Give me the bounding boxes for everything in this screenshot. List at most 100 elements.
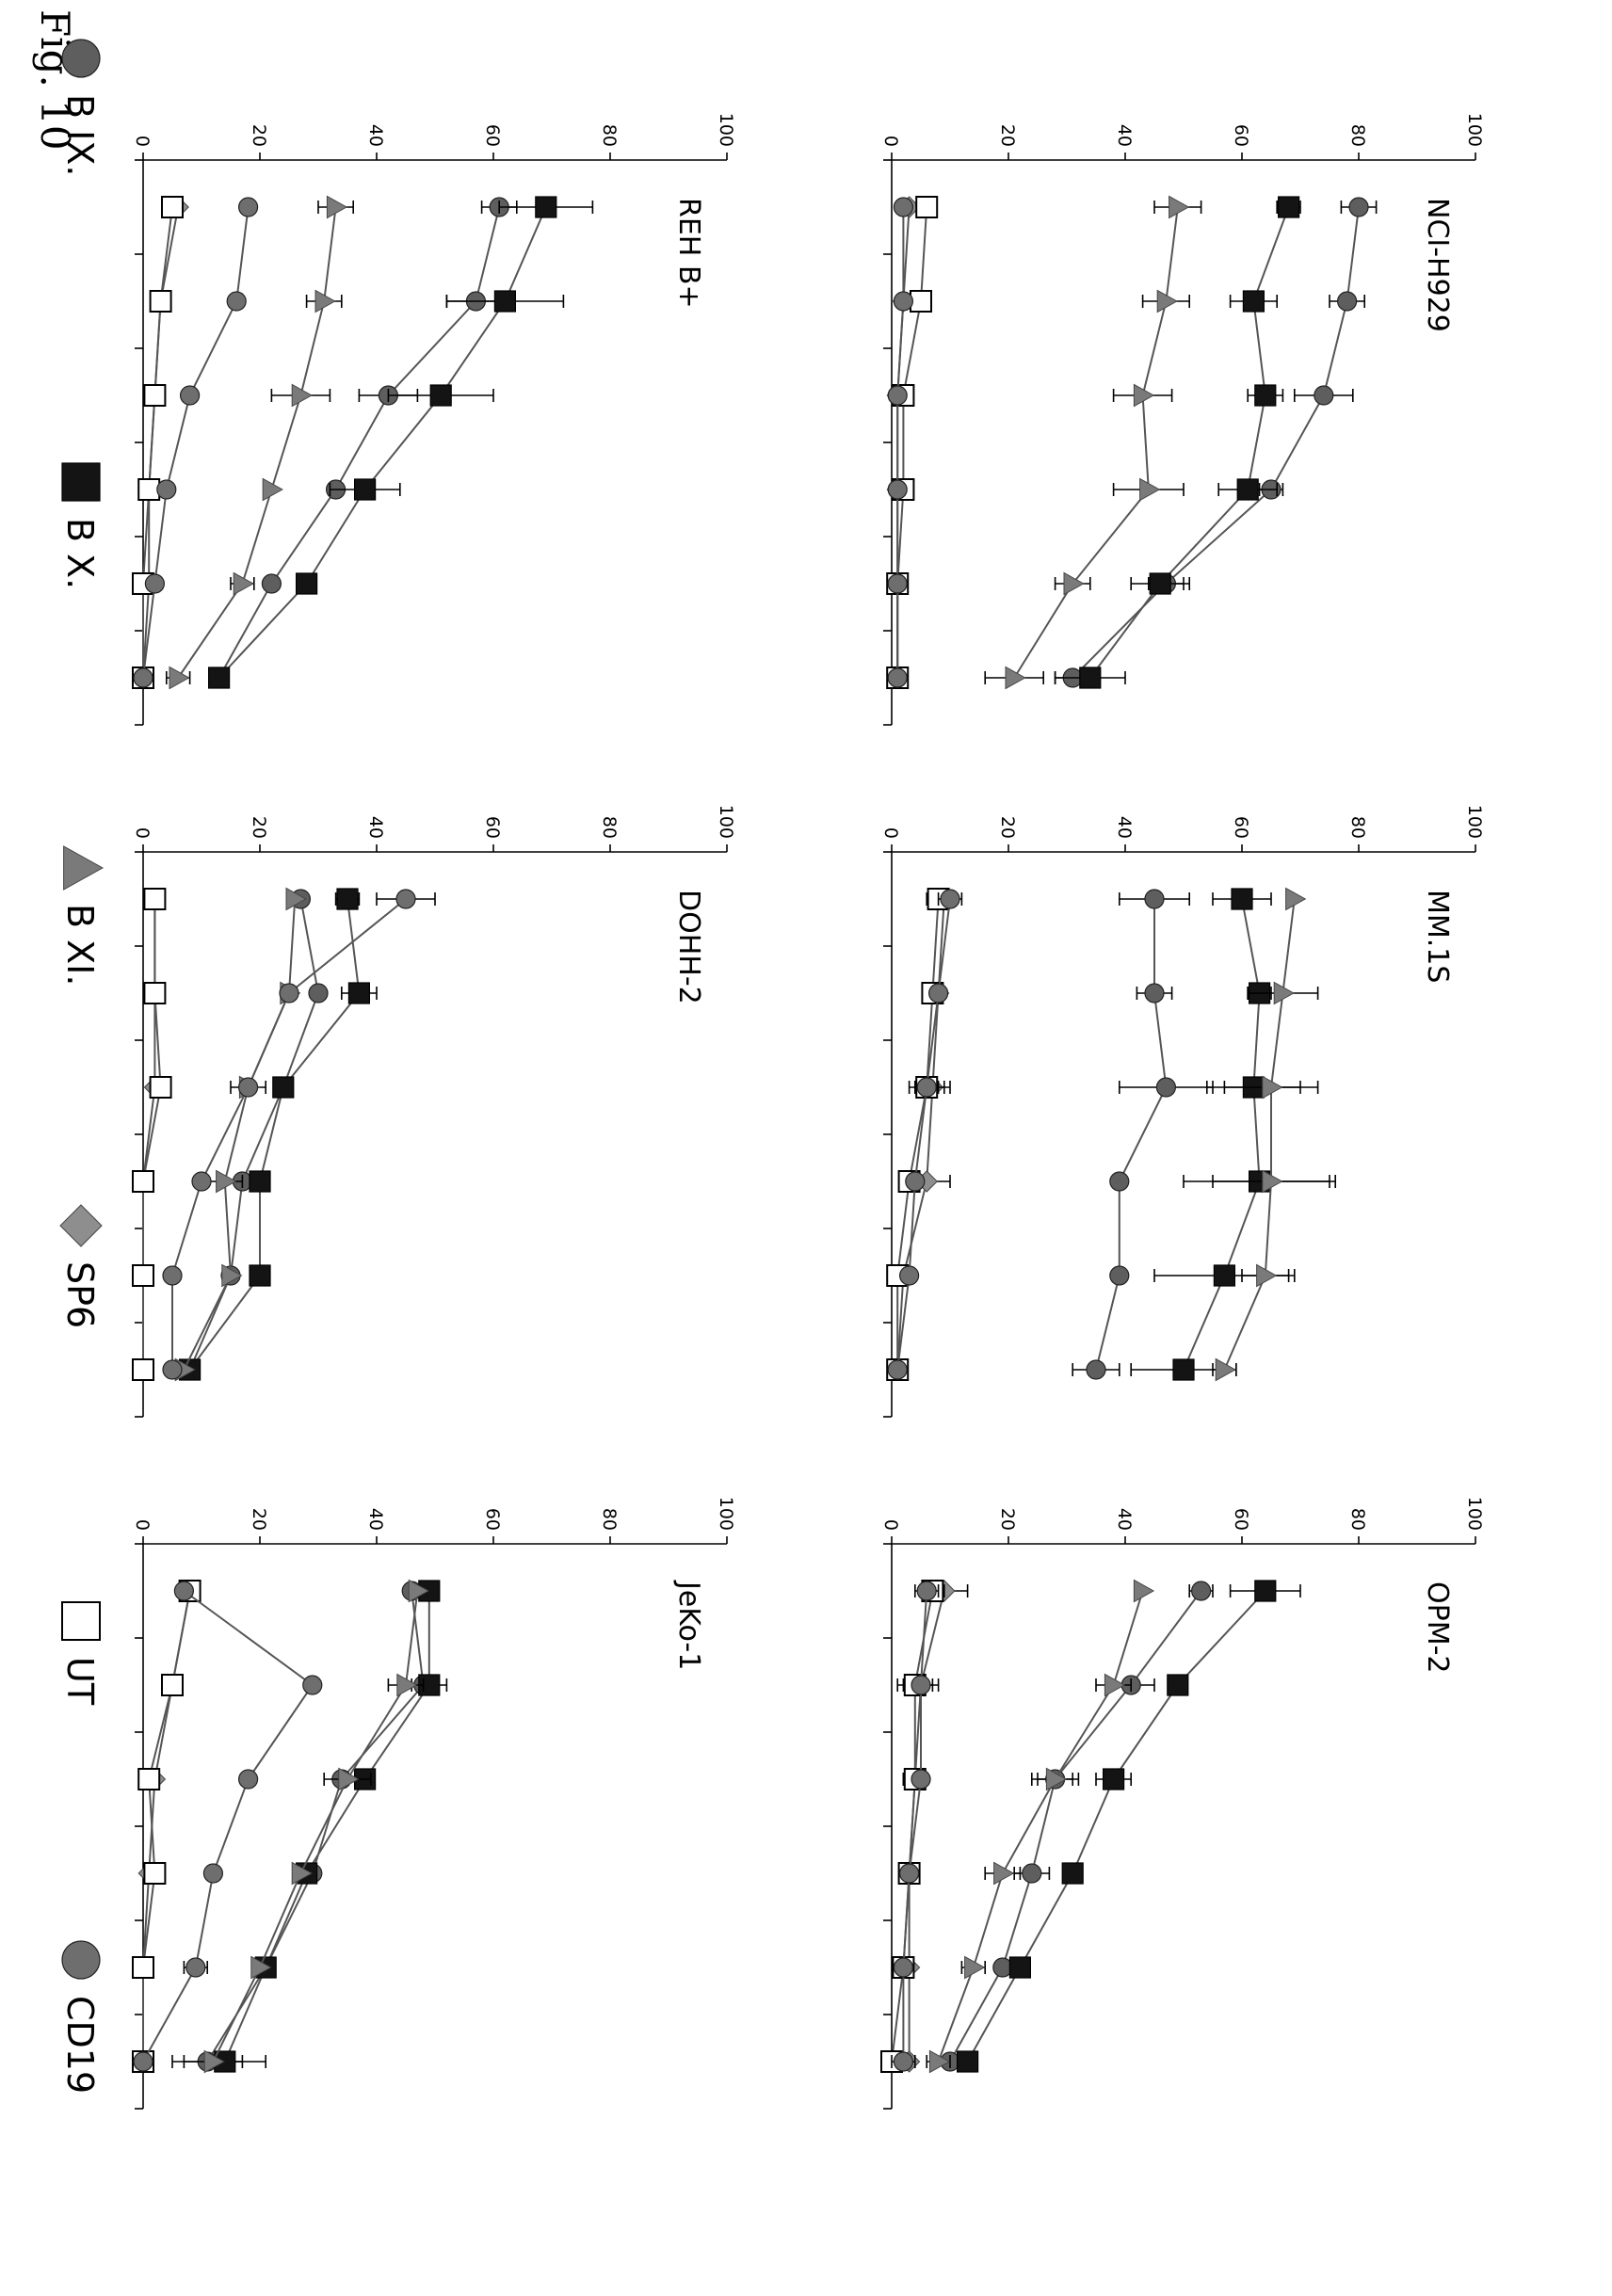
- data-point: [1262, 1169, 1283, 1194]
- y-tick-label: 100: [716, 1497, 736, 1531]
- data-point: [1022, 1863, 1042, 1884]
- series-b-ix: [1072, 889, 1214, 1380]
- series-cd19: [887, 197, 914, 688]
- y-tick-label: 20: [249, 124, 269, 147]
- series-b-x: [956, 1580, 1301, 2073]
- y-tick-label: 20: [249, 816, 269, 839]
- data-point: [137, 1768, 161, 1790]
- legend-label: UT: [59, 1657, 101, 1706]
- panel-title: NCI-H929: [1421, 198, 1454, 332]
- series-line: [949, 1590, 1202, 2063]
- legend-label: SP6: [59, 1261, 101, 1328]
- legend-item-b-xi: B XI.: [59, 845, 105, 986]
- series-b-xi: [166, 195, 354, 690]
- series-line: [142, 1590, 314, 2063]
- data-point: [905, 1171, 926, 1192]
- data-point: [1172, 1358, 1195, 1381]
- series-line: [902, 1590, 928, 2062]
- series-b-xi: [926, 1579, 1155, 2074]
- data-point: [308, 983, 329, 1003]
- series-b-xi: [203, 1579, 429, 2074]
- series-line: [1223, 898, 1296, 1371]
- data-point: [911, 1675, 931, 1695]
- panel-title: DOHH-2: [672, 890, 705, 1004]
- series-line: [188, 898, 320, 1371]
- data-point: [395, 889, 416, 909]
- data-point: [162, 1359, 183, 1380]
- data-point: [429, 384, 452, 407]
- data-point: [1133, 1579, 1155, 1603]
- chart-panel-reh-b: 0 20 40 60 80 100 REH B+: [132, 113, 736, 726]
- series-line: [1013, 206, 1179, 679]
- data-point: [1167, 1674, 1189, 1696]
- data-point: [898, 1863, 920, 1884]
- series-b-ix: [1054, 197, 1378, 688]
- legend-item-cd19: CD19: [59, 1940, 101, 2094]
- data-point: [133, 2051, 153, 2072]
- data-point: [1139, 477, 1161, 502]
- series-line: [223, 1591, 430, 2063]
- legend-marker-ut: [61, 1601, 101, 1641]
- y-tick-label: 80: [599, 124, 620, 147]
- data-point: [911, 1769, 931, 1790]
- data-point: [964, 1955, 986, 1980]
- data-point: [1191, 1581, 1212, 1601]
- data-point: [133, 667, 153, 688]
- data-point: [893, 197, 914, 217]
- data-point: [149, 1076, 172, 1099]
- series-line: [206, 1590, 425, 2063]
- y-tick-label: 0: [880, 1519, 901, 1531]
- data-point: [203, 2049, 225, 2074]
- series-b-x: [1130, 888, 1336, 1381]
- data-point: [956, 2050, 979, 2073]
- data-point: [1256, 1263, 1278, 1288]
- data-point: [237, 197, 259, 217]
- data-point: [893, 1957, 914, 1978]
- data-point: [1102, 1768, 1125, 1790]
- series-cd19: [133, 197, 259, 688]
- data-point: [993, 1861, 1015, 1886]
- series-line: [142, 1590, 191, 2062]
- data-point: [887, 385, 908, 406]
- y-tick-label: 0: [132, 1519, 153, 1531]
- data-point: [1231, 888, 1253, 910]
- data-point: [1061, 1862, 1084, 1885]
- series-line: [142, 899, 156, 1370]
- series-line: [1183, 898, 1261, 1371]
- data-point: [144, 573, 166, 594]
- series-line: [896, 898, 945, 1371]
- series-b-xi: [984, 195, 1202, 690]
- data-point: [233, 571, 254, 596]
- y-tick-label: 20: [997, 816, 1018, 839]
- y-tick-label: 0: [132, 136, 153, 147]
- data-point: [1045, 1767, 1068, 1791]
- data-point: [1337, 291, 1358, 312]
- series-b-x: [183, 1580, 448, 2073]
- data-point: [207, 666, 231, 689]
- series-cd19: [887, 889, 963, 1380]
- data-point: [1079, 666, 1102, 689]
- data-point: [1133, 383, 1155, 408]
- series-line: [183, 898, 297, 1371]
- data-point: [1254, 384, 1277, 407]
- series-line: [218, 206, 547, 679]
- y-tick-label: 40: [365, 1508, 386, 1531]
- data-point: [338, 1767, 360, 1791]
- figure-title: Fig. 10: [32, 9, 78, 151]
- series-line: [896, 898, 940, 1370]
- y-tick-label: 60: [482, 1508, 503, 1531]
- panel-title: REH B+: [672, 198, 705, 309]
- data-point: [1285, 887, 1307, 911]
- data-point: [916, 1077, 937, 1098]
- data-point: [132, 1264, 154, 1287]
- y-tick-label: 0: [880, 827, 901, 839]
- data-point: [237, 1769, 259, 1790]
- data-point: [910, 290, 932, 313]
- series-line: [891, 1590, 934, 2063]
- y-tick-label: 100: [716, 113, 736, 147]
- y-tick-label: 100: [1464, 805, 1485, 839]
- data-point: [285, 887, 307, 911]
- y-tick-label: 40: [1114, 1508, 1135, 1531]
- data-point: [1278, 196, 1300, 218]
